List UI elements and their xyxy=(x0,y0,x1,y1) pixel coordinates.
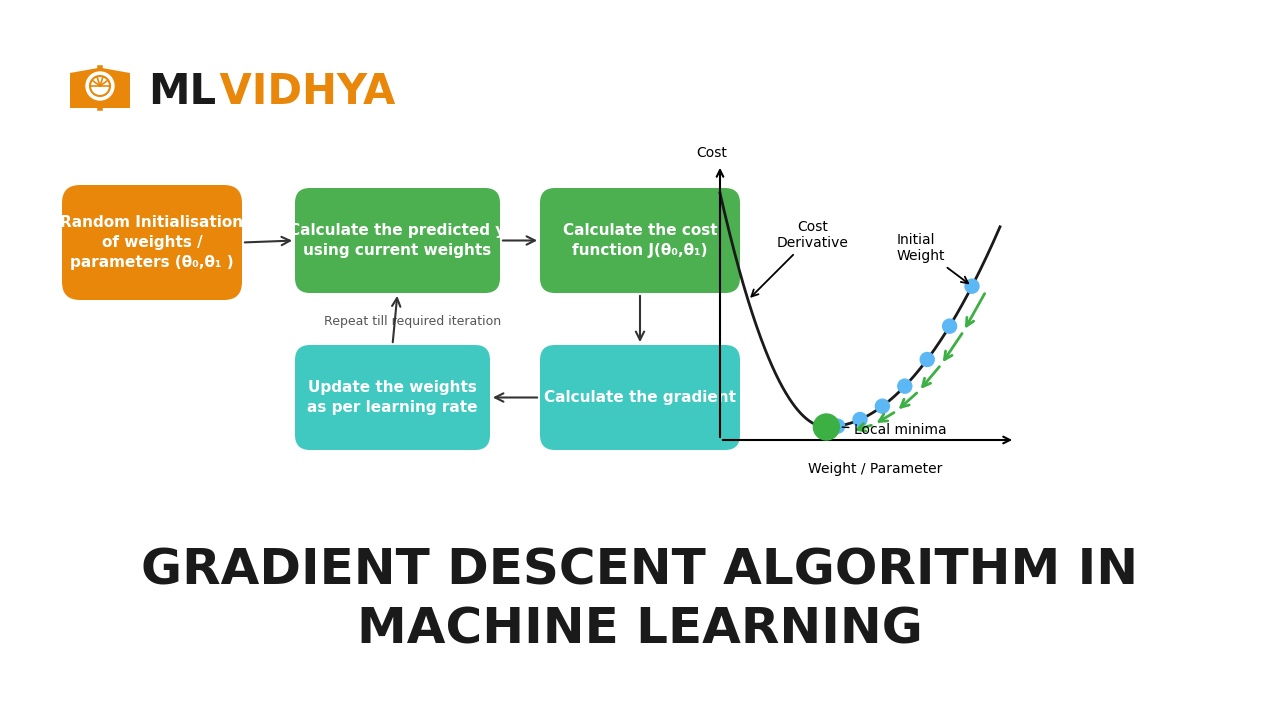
Text: VIDHYA: VIDHYA xyxy=(205,71,396,113)
Text: Calculate the gradient: Calculate the gradient xyxy=(544,390,736,405)
FancyBboxPatch shape xyxy=(540,188,740,293)
Circle shape xyxy=(965,279,979,293)
Text: Weight / Parameter: Weight / Parameter xyxy=(808,462,942,476)
Text: Cost
Derivative: Cost Derivative xyxy=(751,220,849,297)
Circle shape xyxy=(942,319,956,333)
Circle shape xyxy=(920,353,934,366)
FancyBboxPatch shape xyxy=(61,185,242,300)
Text: Initial
Weight: Initial Weight xyxy=(897,233,968,283)
Polygon shape xyxy=(70,68,99,108)
Polygon shape xyxy=(102,68,131,108)
Circle shape xyxy=(86,72,114,100)
FancyBboxPatch shape xyxy=(540,345,740,450)
Text: Random Initialisation
of weights /
parameters (θ₀,θ₁ ): Random Initialisation of weights / param… xyxy=(60,215,243,270)
FancyBboxPatch shape xyxy=(294,188,500,293)
Text: ML: ML xyxy=(148,71,216,113)
Text: GRADIENT DESCENT ALGORITHM IN
MACHINE LEARNING: GRADIENT DESCENT ALGORITHM IN MACHINE LE… xyxy=(141,546,1139,654)
Circle shape xyxy=(831,419,845,433)
Text: Update the weights
as per learning rate: Update the weights as per learning rate xyxy=(307,380,477,415)
Text: Repeat till required iteration: Repeat till required iteration xyxy=(324,315,500,328)
Text: Local minima: Local minima xyxy=(842,423,947,437)
Circle shape xyxy=(813,414,840,440)
Circle shape xyxy=(876,399,890,413)
Text: Calculate the cost
function J(θ₀,θ₁): Calculate the cost function J(θ₀,θ₁) xyxy=(563,223,717,258)
Text: Cost: Cost xyxy=(696,146,727,160)
Text: Calculate the predicted y
using current weights: Calculate the predicted y using current … xyxy=(289,223,506,258)
FancyBboxPatch shape xyxy=(294,345,490,450)
Circle shape xyxy=(897,379,911,393)
Circle shape xyxy=(852,413,867,426)
